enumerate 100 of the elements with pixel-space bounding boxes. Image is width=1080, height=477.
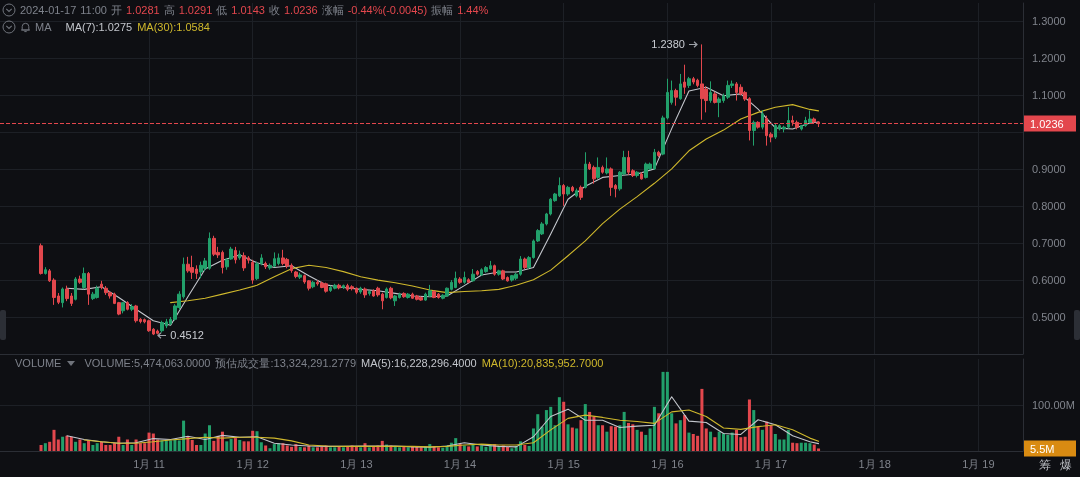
candlestick <box>74 276 77 301</box>
candlestick <box>95 285 99 300</box>
bar <box>700 388 704 451</box>
bar <box>39 445 43 451</box>
bar <box>164 440 168 451</box>
candlestick <box>432 289 436 299</box>
candlestick <box>709 80 712 104</box>
candlestick <box>108 290 112 300</box>
bar <box>791 442 795 451</box>
candlestick <box>419 295 423 302</box>
candlestick <box>311 280 315 289</box>
bar <box>804 442 808 451</box>
candlestick <box>644 162 648 179</box>
legend-title: VOLUME <box>15 356 62 370</box>
bar <box>359 447 363 451</box>
candlestick <box>389 286 393 300</box>
bar <box>367 447 371 451</box>
bar <box>82 443 86 451</box>
bar <box>108 445 112 451</box>
bar <box>747 399 751 451</box>
legend-title: MA <box>35 20 52 34</box>
annotation: 0.4512 <box>170 328 204 342</box>
bar <box>549 406 553 451</box>
candlestick <box>402 291 406 299</box>
bar <box>661 371 665 451</box>
bar <box>566 424 570 451</box>
candlestick <box>393 294 397 307</box>
candlestick <box>458 276 462 285</box>
candlestick <box>264 261 267 270</box>
bar <box>557 397 561 451</box>
text: MA(7):1.0275 <box>65 20 133 34</box>
bar <box>709 431 713 451</box>
candlestick <box>674 88 678 107</box>
bar <box>639 431 643 451</box>
candlestick <box>294 270 298 279</box>
bar <box>765 421 769 451</box>
line-series <box>66 396 820 448</box>
bar <box>691 433 695 451</box>
candlestick <box>350 284 354 291</box>
candlestick <box>333 283 337 290</box>
candlestick <box>307 279 311 291</box>
bar <box>601 425 605 451</box>
bar <box>808 443 812 451</box>
bar <box>242 441 246 451</box>
bar <box>631 424 635 451</box>
candlestick <box>324 282 328 294</box>
bar <box>298 446 302 451</box>
bar <box>320 446 324 451</box>
bar <box>69 436 73 451</box>
bar <box>225 441 229 451</box>
bar <box>173 439 177 451</box>
candlestick <box>484 265 488 274</box>
candlestick <box>601 165 604 175</box>
bar <box>536 414 540 451</box>
candlestick <box>100 280 103 290</box>
candlestick <box>363 286 367 299</box>
y-tick-label: 1.0236 <box>1030 118 1064 131</box>
bar <box>506 446 510 451</box>
bar <box>756 426 760 451</box>
bar <box>238 439 242 451</box>
x-tick-label: 1月 12 <box>236 457 269 470</box>
candlestick <box>713 91 717 104</box>
candlestick <box>428 284 432 298</box>
annotation: 预估成交量:13,324,291.2779 <box>215 356 357 370</box>
bar <box>782 439 786 451</box>
line-series <box>66 86 820 326</box>
bar <box>436 447 440 451</box>
bar <box>169 440 173 451</box>
bar <box>618 425 622 451</box>
bar <box>605 431 609 451</box>
bar <box>65 435 69 451</box>
bar <box>752 410 756 451</box>
y-tick-label: 0.6000 <box>1032 274 1066 287</box>
candlestick <box>679 73 682 101</box>
y-tick-label: 0.7000 <box>1032 237 1066 250</box>
bar <box>315 447 319 451</box>
candlestick <box>497 269 501 277</box>
bar <box>734 429 738 451</box>
candlestick <box>337 283 341 290</box>
candlestick <box>147 319 151 333</box>
candlestick <box>761 109 764 130</box>
candlestick <box>320 281 324 289</box>
bar <box>596 425 600 451</box>
bar <box>614 426 618 451</box>
bar <box>475 446 479 451</box>
x-tick-label: 1月 15 <box>547 457 580 470</box>
bar <box>575 428 579 451</box>
y-tick-label: 1.3000 <box>1032 15 1066 28</box>
bar <box>212 440 216 451</box>
y-tick-label: 1.2000 <box>1032 52 1066 65</box>
bar <box>290 446 294 451</box>
bar <box>722 433 726 451</box>
bar <box>510 448 514 451</box>
bar <box>285 445 289 451</box>
bar <box>769 425 773 451</box>
bar <box>467 446 471 451</box>
bar <box>588 411 592 451</box>
bar <box>87 440 91 451</box>
bar <box>272 444 276 451</box>
text: 筹 爆 <box>1039 457 1072 474</box>
